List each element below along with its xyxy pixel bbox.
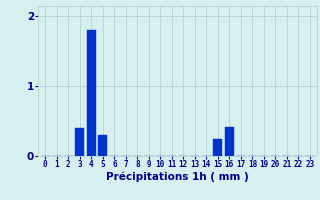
Bar — [225, 127, 234, 156]
X-axis label: Précipitations 1h ( mm ): Précipitations 1h ( mm ) — [106, 172, 249, 182]
Bar — [98, 135, 108, 156]
Bar — [75, 128, 84, 156]
Bar — [87, 30, 96, 156]
Bar — [213, 139, 222, 156]
